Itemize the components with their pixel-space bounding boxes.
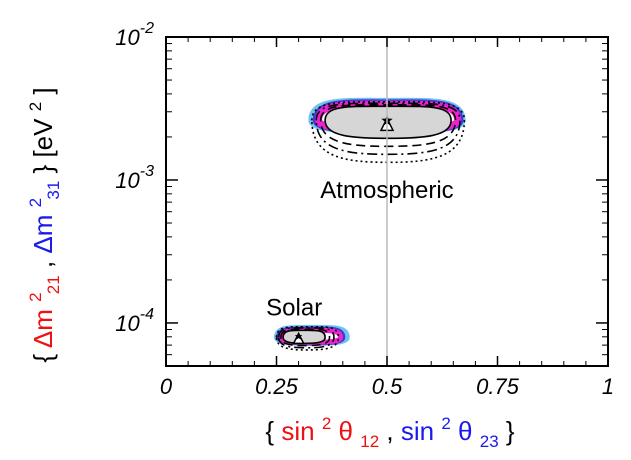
axis-ticks: 0 0.25 0.5 0.75 1 10-4 10-3 10-2 bbox=[115, 20, 614, 399]
x-tick-label: 0.75 bbox=[476, 374, 520, 399]
x-axis-label: { sin 2 θ 12 , sin 2 θ 23 } bbox=[265, 405, 514, 453]
x-tick-label: 0 bbox=[160, 374, 173, 399]
y-label-unit-close: ] bbox=[28, 87, 58, 94]
contour-line-solid bbox=[324, 105, 452, 140]
y-tick-label: 10-3 bbox=[115, 163, 154, 193]
x-label-part2-sup: 2 bbox=[441, 414, 450, 433]
true-point-star bbox=[294, 332, 303, 340]
contour-line-dashed bbox=[319, 104, 457, 148]
y-label-open: { bbox=[28, 354, 58, 363]
region-label-solar: Solar bbox=[266, 294, 322, 321]
contour-line-dashdot bbox=[315, 102, 461, 156]
contour-line-dashdot bbox=[277, 327, 335, 349]
region-atmospheric bbox=[308, 97, 466, 164]
y-tick-label: 10-2 bbox=[115, 20, 154, 50]
y-tick-label: 10-4 bbox=[115, 306, 154, 336]
x-label-part2-theta: θ bbox=[458, 416, 472, 446]
y-label-sep: , bbox=[28, 254, 58, 268]
contour-fill bbox=[283, 330, 326, 344]
region-solar bbox=[273, 324, 350, 351]
y-axis-label: { Δm 2 21 , Δm 2 31 } [eV 2 ] bbox=[17, 87, 65, 362]
y-label-unit-sup: 2 bbox=[26, 102, 45, 111]
best-fit-marker bbox=[292, 331, 305, 345]
y-label-part2-main: Δm bbox=[28, 215, 58, 254]
x-tick-label: 0.5 bbox=[372, 374, 403, 399]
contour-line-dashed bbox=[280, 328, 331, 347]
x-label-part2-main: sin bbox=[401, 416, 434, 446]
x-label-part1-sup: 2 bbox=[322, 414, 331, 433]
x-label-part2-sub: 23 bbox=[480, 432, 499, 451]
x-label-part1-sub: 12 bbox=[360, 432, 379, 451]
y-label-part1-main: Δm bbox=[28, 309, 58, 348]
x-label-part1-theta: θ bbox=[339, 416, 353, 446]
region-label-atmospheric: Atmospheric bbox=[320, 177, 453, 204]
x-label-part1-main: sin bbox=[281, 416, 314, 446]
y-label-part1-sub: 21 bbox=[44, 275, 63, 294]
x-label-sep: , bbox=[386, 416, 400, 446]
y-label-part2-sub: 31 bbox=[44, 181, 63, 200]
x-label-close: } bbox=[506, 416, 515, 446]
y-label-part2-sup: 2 bbox=[26, 198, 45, 207]
contour-regions bbox=[273, 97, 466, 351]
x-tick-label: 1 bbox=[602, 374, 614, 399]
contour-line-dotted bbox=[311, 101, 466, 164]
y-label-part1-sup: 2 bbox=[26, 292, 45, 301]
y-label-close: } bbox=[28, 164, 58, 173]
x-tick-label: 0.25 bbox=[255, 374, 299, 399]
x-label-open: { bbox=[265, 416, 274, 446]
y-label-unit: [eV bbox=[28, 118, 58, 158]
